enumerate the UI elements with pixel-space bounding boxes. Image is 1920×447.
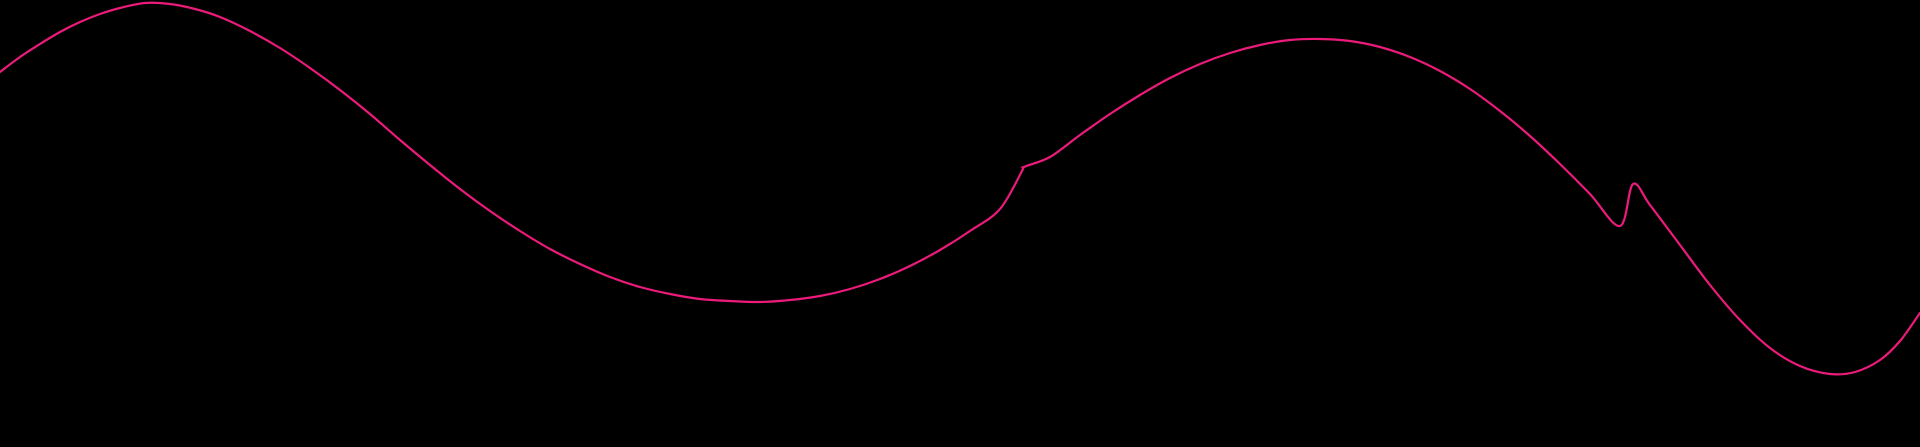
curve-line-series-0 <box>0 3 1920 375</box>
